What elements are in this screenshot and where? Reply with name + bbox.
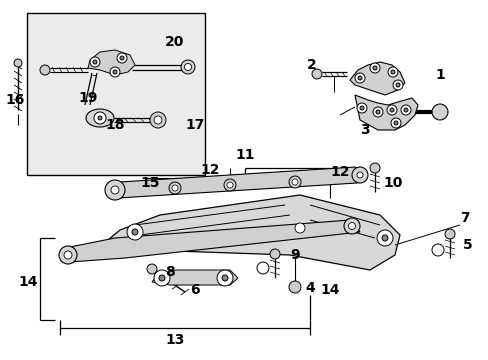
Circle shape [395,83,399,87]
Text: 4: 4 [305,281,314,295]
Circle shape [105,180,125,200]
Text: 20: 20 [165,35,184,49]
Circle shape [343,218,359,234]
Circle shape [172,185,178,191]
Circle shape [431,244,443,256]
Circle shape [40,65,50,75]
Circle shape [117,53,127,63]
Circle shape [150,112,165,128]
Circle shape [147,264,157,274]
Circle shape [226,182,232,188]
Circle shape [288,281,301,293]
Circle shape [392,80,402,90]
Circle shape [400,105,410,115]
Circle shape [376,230,392,246]
Text: 8: 8 [165,265,175,279]
Circle shape [357,76,361,80]
Circle shape [184,63,191,71]
Text: 7: 7 [459,211,469,225]
Circle shape [359,106,363,110]
Circle shape [90,57,100,67]
Text: 15: 15 [140,176,160,190]
Circle shape [217,270,232,286]
Text: 19: 19 [78,91,98,105]
Text: 11: 11 [235,148,254,162]
Circle shape [311,69,321,79]
Circle shape [431,104,447,120]
Circle shape [390,118,400,128]
Polygon shape [88,50,135,75]
Polygon shape [152,270,238,285]
Circle shape [64,251,72,259]
Polygon shape [108,195,399,270]
Circle shape [93,60,97,64]
Circle shape [393,121,397,125]
Circle shape [111,186,119,194]
Circle shape [154,270,170,286]
Circle shape [154,116,162,124]
Circle shape [222,275,227,281]
Polygon shape [349,62,404,95]
Text: 6: 6 [190,283,200,297]
Polygon shape [354,95,417,130]
Text: 10: 10 [383,176,402,190]
Circle shape [294,223,305,233]
Circle shape [348,222,355,230]
Circle shape [14,59,22,67]
Circle shape [113,70,117,74]
Circle shape [94,112,106,124]
Circle shape [372,107,382,117]
Text: 17: 17 [185,118,204,132]
Circle shape [386,105,396,115]
Circle shape [387,67,397,77]
Text: 9: 9 [289,248,299,262]
Text: 18: 18 [105,118,124,132]
Circle shape [159,275,164,281]
Circle shape [288,176,301,188]
Circle shape [390,70,394,74]
Circle shape [351,167,367,183]
Circle shape [169,182,181,194]
Circle shape [375,110,379,114]
Circle shape [444,229,454,239]
Circle shape [354,73,364,83]
Circle shape [356,103,366,113]
Polygon shape [65,220,359,262]
Text: 16: 16 [5,93,24,107]
Circle shape [98,116,102,120]
Circle shape [257,262,268,274]
Circle shape [120,56,124,60]
Circle shape [369,163,379,173]
Polygon shape [112,167,364,198]
Circle shape [381,235,387,241]
Circle shape [224,179,236,191]
Text: 12: 12 [200,163,219,177]
Circle shape [269,249,280,259]
Circle shape [403,108,407,112]
Text: 5: 5 [462,238,472,252]
Circle shape [127,224,142,240]
Circle shape [59,246,77,264]
Circle shape [132,229,138,235]
Text: 12: 12 [329,165,349,179]
Circle shape [372,66,376,70]
Text: 2: 2 [306,58,316,72]
Text: 1: 1 [434,68,444,82]
Circle shape [181,60,195,74]
Circle shape [291,179,297,185]
Circle shape [110,67,120,77]
Text: 3: 3 [360,123,369,137]
Text: 14: 14 [320,283,339,297]
Circle shape [356,172,362,178]
Ellipse shape [86,109,114,127]
Text: 14: 14 [18,275,38,289]
Circle shape [369,63,379,73]
Circle shape [389,108,393,112]
Bar [27,13,204,175]
Text: 13: 13 [165,333,184,347]
